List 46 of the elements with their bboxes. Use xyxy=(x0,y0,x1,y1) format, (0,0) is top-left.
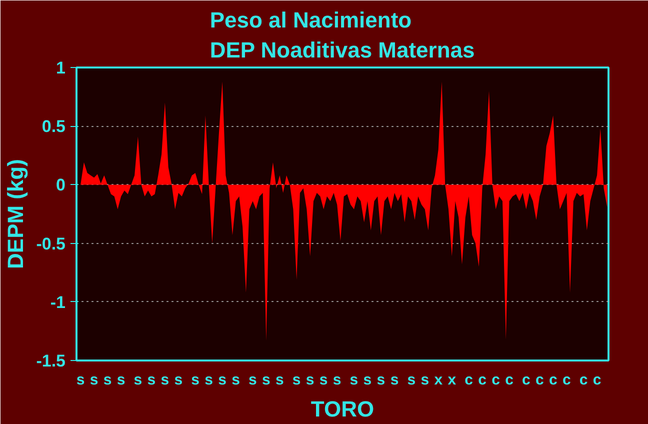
x-tick-label: s xyxy=(292,372,301,388)
y-tick-label: 1 xyxy=(56,58,66,78)
y-tick-label: 0 xyxy=(56,176,66,195)
x-axis-title: TORO xyxy=(310,396,374,422)
x-tick-label: s xyxy=(116,372,126,388)
x-tick-label: s xyxy=(232,372,240,388)
y-tick-label: 0.5 xyxy=(42,117,66,136)
x-tick-label: c xyxy=(579,372,588,388)
x-tick-label: s xyxy=(147,372,156,388)
y-axis-title: DEPM (kg) xyxy=(3,159,28,269)
x-tick-label: c xyxy=(562,372,571,388)
x-tick-label: s xyxy=(420,372,430,388)
x-tick-label: c xyxy=(548,372,558,388)
x-tick-label: c xyxy=(464,372,473,388)
x-tick-label: c xyxy=(535,372,544,388)
x-tick-label: c xyxy=(478,372,486,388)
x-tick-label: c xyxy=(505,372,514,388)
chart-title: Peso al Nacimiento DEP Noaditivas Maternas xyxy=(210,8,475,62)
x-tick-label: s xyxy=(204,372,213,388)
x-tick-label: s xyxy=(248,372,257,388)
x-tick-label: s xyxy=(262,372,270,388)
x-tick-label: s xyxy=(174,372,183,388)
y-tick-label: -1 xyxy=(50,292,66,312)
x-tick-label: s xyxy=(319,372,328,388)
x-tick-label: c xyxy=(522,372,530,388)
x-tick-label: c xyxy=(592,372,602,388)
x-tick-label: c xyxy=(492,372,500,388)
x-tick-label: s xyxy=(76,372,85,388)
x-tick-label: s xyxy=(276,372,284,388)
x-tick-label: s xyxy=(160,372,170,388)
y-tick-label: -0.5 xyxy=(36,234,66,254)
x-tick-label: s xyxy=(90,372,98,388)
x-tick-label: s xyxy=(363,372,372,388)
x-tick-label: s xyxy=(350,372,358,388)
x-tick-label: x xyxy=(448,372,457,388)
x-tick-label: s xyxy=(218,372,226,388)
x-tick-label: x xyxy=(434,372,444,388)
x-tick-label: s xyxy=(306,372,314,388)
x-tick-label: s xyxy=(134,372,142,388)
x-tick-label: s xyxy=(407,372,416,388)
y-tick-label: -1.5 xyxy=(36,352,66,370)
x-tick-label: s xyxy=(390,372,399,388)
x-tick-label: s xyxy=(332,372,342,388)
x-tick-label: s xyxy=(191,372,200,388)
x-tick-label: s xyxy=(376,372,386,388)
x-tick-label: s xyxy=(103,372,112,388)
